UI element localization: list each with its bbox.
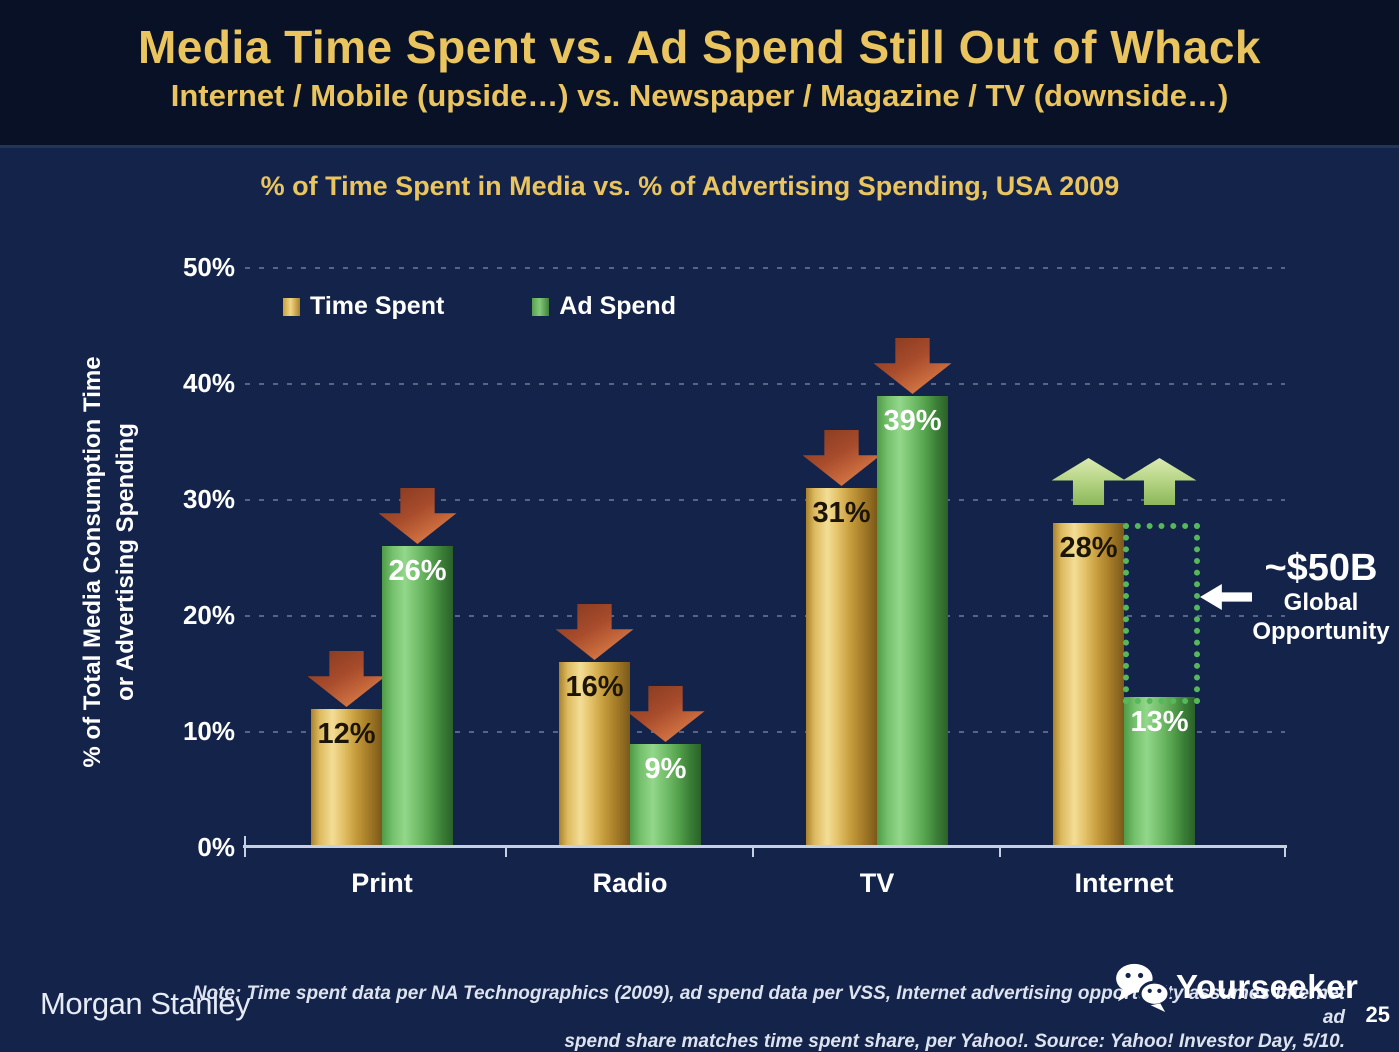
bar-print-ad-spend <box>382 546 453 848</box>
bar-value-label-tv-time-spent: 31% <box>812 497 871 529</box>
gridline-30 <box>245 499 1285 501</box>
x-axis-tick <box>999 848 1001 857</box>
trend-arrow-down <box>378 488 457 544</box>
y-tick-label: 30% <box>182 484 235 514</box>
x-category-label-print: Print <box>351 868 413 898</box>
x-category-label-radio: Radio <box>592 868 668 898</box>
bar-radio-time-spent <box>559 662 630 848</box>
legend-item-ad-spend: Ad Spend <box>532 292 676 321</box>
y-tick-label: 50% <box>182 252 235 282</box>
gridline-40 <box>245 383 1285 385</box>
opportunity-annotation: ~$50B Global Opportunity <box>1246 548 1396 646</box>
trend-arrow-up <box>1122 458 1197 505</box>
source-note-line2: spend share matches time spent share, pe… <box>564 1031 1345 1052</box>
x-axis-tick <box>752 848 754 857</box>
y-tick-label: 0% <box>197 832 235 862</box>
bar-value-label-print-ad-spend: 26% <box>388 555 447 587</box>
trend-arrow-down <box>307 651 386 707</box>
watermark: Yourseeker <box>1112 962 1358 1012</box>
bar-tv-ad-spend <box>877 396 948 848</box>
opportunity-gap-outline <box>1123 523 1200 704</box>
page-number: 25 <box>1365 1002 1390 1027</box>
trend-arrow-up <box>1051 458 1126 505</box>
x-axis-tick <box>505 848 507 857</box>
bar-value-label-print-time-spent: 12% <box>317 718 376 750</box>
y-tick-label: 10% <box>182 716 235 746</box>
opportunity-label-line2: Opportunity <box>1252 618 1390 645</box>
bar-print-time-spent <box>311 709 382 848</box>
bar-value-label-internet-ad-spend: 13% <box>1130 706 1189 738</box>
legend-label-time-spent: Time Spent <box>310 292 445 320</box>
watermark-text: Yourseeker <box>1176 968 1359 1005</box>
bar-internet-time-spent <box>1053 523 1124 848</box>
y-tick-label: 40% <box>182 368 235 398</box>
legend-label-ad-spend: Ad Spend <box>559 292 676 320</box>
opportunity-value: ~$50B <box>1264 547 1378 589</box>
source-note-line1: Note: Time spent data per NA Technograph… <box>192 983 1345 1028</box>
y-tick-label: 20% <box>182 600 235 630</box>
bar-internet-ad-spend <box>1124 697 1195 848</box>
legend-swatch-time-spent <box>283 297 300 316</box>
gridline-50 <box>245 267 1285 269</box>
x-axis-tick <box>244 848 246 857</box>
slide-title: Media Time Spent vs. Ad Spend Still Out … <box>137 21 1262 73</box>
bar-tv-time-spent <box>806 488 877 848</box>
legend-item-time-spent: Time Spent <box>283 292 444 321</box>
opportunity-label-line1: Global <box>1283 589 1359 616</box>
legend-swatch-ad-spend <box>532 297 550 316</box>
source-note: Note: Time spent data per NA Technograph… <box>185 982 1345 1052</box>
gridline-10 <box>245 731 1285 733</box>
morgan-stanley-logo: Morgan Stanley <box>40 986 251 1021</box>
bar-value-label-radio-time-spent: 16% <box>565 671 624 703</box>
x-axis-line <box>243 845 1287 848</box>
x-category-label-tv: TV <box>859 868 895 898</box>
y-axis-stub <box>244 836 246 845</box>
trend-arrow-down <box>802 430 881 486</box>
wechat-icon <box>1116 963 1171 1012</box>
x-category-label-internet: Internet <box>1074 868 1174 898</box>
gridline-20 <box>245 615 1285 617</box>
chart-legend: Time Spent Ad Spend <box>283 292 676 321</box>
chart-title: % of Time Spent in Media vs. % of Advert… <box>260 171 1120 201</box>
bar-value-label-radio-ad-spend: 9% <box>644 753 687 785</box>
slide-subtitle: Internet / Mobile (upside…) vs. Newspape… <box>170 78 1229 113</box>
bar-value-label-internet-time-spent: 28% <box>1059 532 1118 564</box>
bar-value-label-tv-ad-spend: 39% <box>883 405 942 437</box>
trend-arrow-down <box>873 338 952 394</box>
slide-header: Media Time Spent vs. Ad Spend Still Out … <box>0 0 1399 148</box>
trend-arrow-down <box>555 604 634 660</box>
x-axis-tick <box>1284 848 1286 857</box>
bar-radio-ad-spend <box>630 744 701 848</box>
